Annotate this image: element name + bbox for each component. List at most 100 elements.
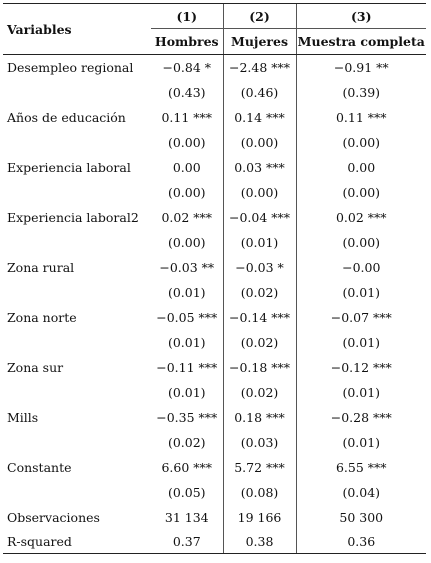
coefficient-cell: −0.14 *** xyxy=(222,305,296,329)
table-row-standard-error: (0.00) (0.01) (0.00) xyxy=(3,229,426,255)
variable-label: Zona rural xyxy=(7,259,75,275)
header-row-names: Hombres Mujeres Muestra completa xyxy=(3,28,426,55)
standard-error-cell: (0.00) xyxy=(295,129,426,155)
statistic-value: 50 300 xyxy=(295,505,426,529)
standard-error-cell: (0.02) xyxy=(222,279,296,305)
coefficient-cell: −0.03 ** xyxy=(159,259,215,275)
coefficient-cell: −0.00 xyxy=(295,255,426,279)
coefficient-cell: −0.91 ** xyxy=(295,54,426,79)
standard-error-cell: (0.01) xyxy=(167,384,206,400)
statistic-value: 0.37 xyxy=(151,529,223,554)
standard-error-cell: (0.08) xyxy=(222,479,296,505)
statistic-label: R-squared xyxy=(3,529,151,554)
table-row-coefficient: Desempleo regional −0.84 * −2.48 *** −0.91 … xyxy=(3,54,426,79)
table-row-coefficient: Años de educación 0.11 *** 0.14 *** 0.11 **… xyxy=(3,105,426,129)
coefficient-cell: −0.28 *** xyxy=(295,405,426,429)
coefficient-cell: 0.11 *** xyxy=(295,105,426,129)
table-row-standard-error: (0.01) (0.02) (0.01) xyxy=(3,279,426,305)
coefficient-cell: 6.60 *** xyxy=(161,459,213,475)
table-row-statistic: R-squared 0.37 0.38 0.36 xyxy=(3,529,426,554)
coefficient-cell: 0.18 *** xyxy=(222,405,296,429)
table-row-standard-error: (0.05) (0.08) (0.04) xyxy=(3,479,426,505)
statistic-label: Observaciones xyxy=(7,509,100,525)
column-name-3: Muestra completa xyxy=(295,28,426,55)
table-row-standard-error: (0.02) (0.03) (0.01) xyxy=(3,429,426,455)
coefficient-cell: 0.00 xyxy=(295,155,426,179)
variable-label: Mills xyxy=(7,409,39,425)
variable-label: Constante xyxy=(7,459,72,475)
header-row-numbers: Variables (1) (2) (3) xyxy=(3,3,426,55)
variable-label: Años de educación xyxy=(7,109,126,125)
empty-label-cell xyxy=(3,429,151,455)
coefficient-cell: 0.02 *** xyxy=(161,209,213,225)
table-row-standard-error: (0.00) (0.00) (0.00) xyxy=(3,179,426,205)
empty-label-cell xyxy=(3,179,151,205)
standard-error-cell: (0.01) xyxy=(295,329,426,355)
standard-error-cell: (0.00) xyxy=(167,134,206,150)
coefficient-cell: 6.55 *** xyxy=(295,455,426,479)
variables-header: Variables xyxy=(3,3,151,55)
standard-error-cell: (0.01) xyxy=(295,279,426,305)
coefficient-cell: 0.11 *** xyxy=(161,109,213,125)
coefficient-cell: −0.12 *** xyxy=(295,355,426,379)
standard-error-cell: (0.01) xyxy=(222,229,296,255)
column-name-2: Mujeres xyxy=(222,28,296,55)
coefficient-cell: −0.84 * xyxy=(162,59,212,75)
regression-table: Variables (1) (2) (3) Hombres Mujeres Mu… xyxy=(3,3,426,554)
coefficient-cell: 0.02 *** xyxy=(295,205,426,229)
table-row-coefficient: Experiencia laboral2 0.02 *** −0.04 *** 0.0… xyxy=(3,205,426,229)
variable-label: Zona norte xyxy=(7,309,77,325)
standard-error-cell: (0.01) xyxy=(295,379,426,405)
table-row-coefficient: Zona norte −0.05 *** −0.14 *** −0.07 *** xyxy=(3,305,426,329)
standard-error-cell: (0.00) xyxy=(222,129,296,155)
standard-error-cell: (0.02) xyxy=(222,329,296,355)
standard-error-cell: (0.01) xyxy=(167,334,206,350)
variable-label: Zona sur xyxy=(7,359,64,375)
table-body: Desempleo regional −0.84 * −2.48 *** −0.91 … xyxy=(3,54,426,554)
standard-error-cell: (0.02) xyxy=(167,434,206,450)
standard-error-cell: (0.00) xyxy=(222,179,296,205)
standard-error-cell: (0.04) xyxy=(295,479,426,505)
column-number-3: (3) xyxy=(295,3,426,29)
empty-label-cell xyxy=(3,129,151,155)
empty-label-cell xyxy=(3,229,151,255)
coefficient-cell: −0.18 *** xyxy=(222,355,296,379)
variable-label: Experiencia laboral2 xyxy=(7,209,139,225)
empty-label-cell xyxy=(3,279,151,305)
table-row-coefficient: Zona rural −0.03 ** −0.03 * −0.00 xyxy=(3,255,426,279)
table-row-standard-error: (0.00) (0.00) (0.00) xyxy=(3,129,426,155)
table-row-coefficient: Constante 6.60 *** 5.72 *** 6.55 *** xyxy=(3,455,426,479)
coefficient-cell: 5.72 *** xyxy=(222,455,296,479)
statistic-value: 0.36 xyxy=(295,529,426,554)
table-row-coefficient: Experiencia laboral 0.00 0.03 *** 0.00 xyxy=(3,155,426,179)
standard-error-cell: (0.03) xyxy=(222,429,296,455)
coefficient-cell: −0.11 *** xyxy=(156,359,218,375)
table-row-statistic: Observaciones 31 134 19 166 50 300 xyxy=(3,505,426,529)
table-row-coefficient: Mills −0.35 *** 0.18 *** −0.28 *** xyxy=(3,405,426,429)
table-row-standard-error: (0.01) (0.02) (0.01) xyxy=(3,379,426,405)
variable-label: Desempleo regional xyxy=(7,59,134,75)
coefficient-cell: −0.35 *** xyxy=(156,409,218,425)
coefficient-cell: −0.07 *** xyxy=(295,305,426,329)
table-row-standard-error: (0.01) (0.02) (0.01) xyxy=(3,329,426,355)
statistic-value: 0.38 xyxy=(222,529,296,554)
standard-error-cell: (0.00) xyxy=(295,179,426,205)
statistic-value: 31 134 xyxy=(164,509,209,525)
coefficient-cell: 0.03 *** xyxy=(222,155,296,179)
standard-error-cell: (0.43) xyxy=(167,84,206,100)
column-number-1: (1) xyxy=(151,3,223,29)
coefficient-cell: −0.05 *** xyxy=(156,309,218,325)
table-row-coefficient: Zona sur −0.11 *** −0.18 *** −0.12 *** xyxy=(3,355,426,379)
standard-error-cell: (0.46) xyxy=(222,79,296,105)
coefficient-cell: −0.04 *** xyxy=(222,205,296,229)
empty-label-cell xyxy=(3,379,151,405)
variable-label: Experiencia laboral xyxy=(7,159,131,175)
standard-error-cell: (0.00) xyxy=(167,234,206,250)
empty-label-cell xyxy=(3,79,151,105)
coefficient-cell: −0.03 * xyxy=(222,255,296,279)
standard-error-cell: (0.39) xyxy=(295,79,426,105)
coefficient-cell: 0.14 *** xyxy=(222,105,296,129)
empty-label-cell xyxy=(3,329,151,355)
statistic-value: 19 166 xyxy=(222,505,296,529)
regression-table-container: Variables (1) (2) (3) Hombres Mujeres Mu… xyxy=(3,3,426,554)
